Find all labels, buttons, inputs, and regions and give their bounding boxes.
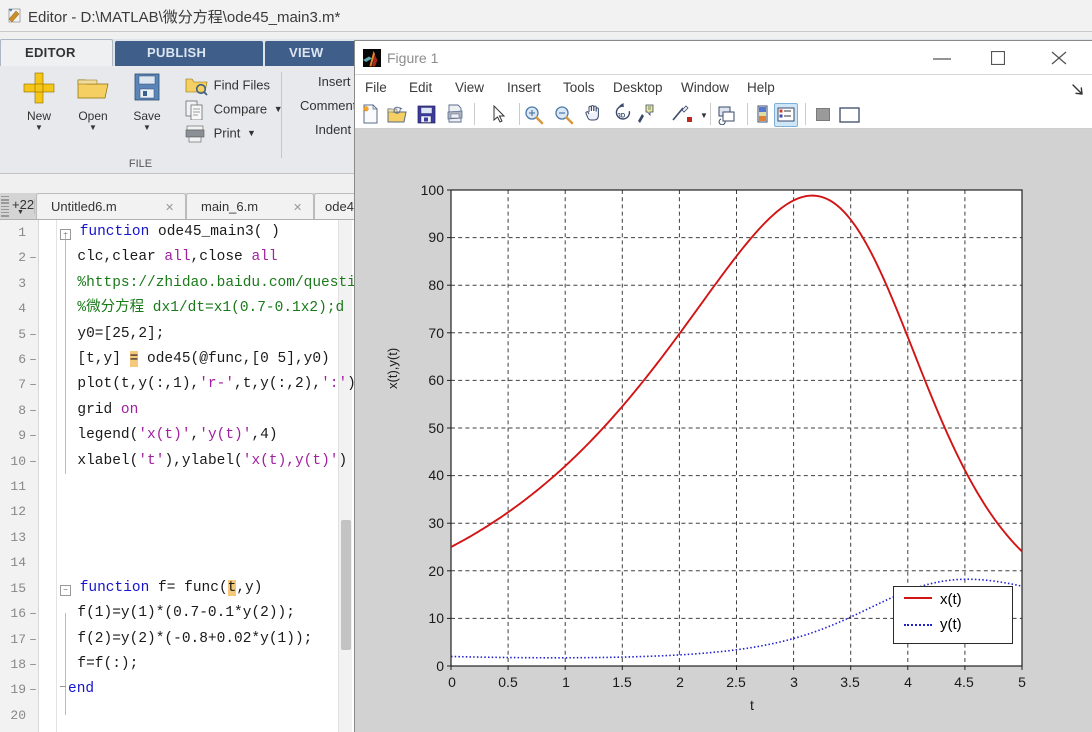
- svg-text:3D: 3D: [618, 114, 626, 120]
